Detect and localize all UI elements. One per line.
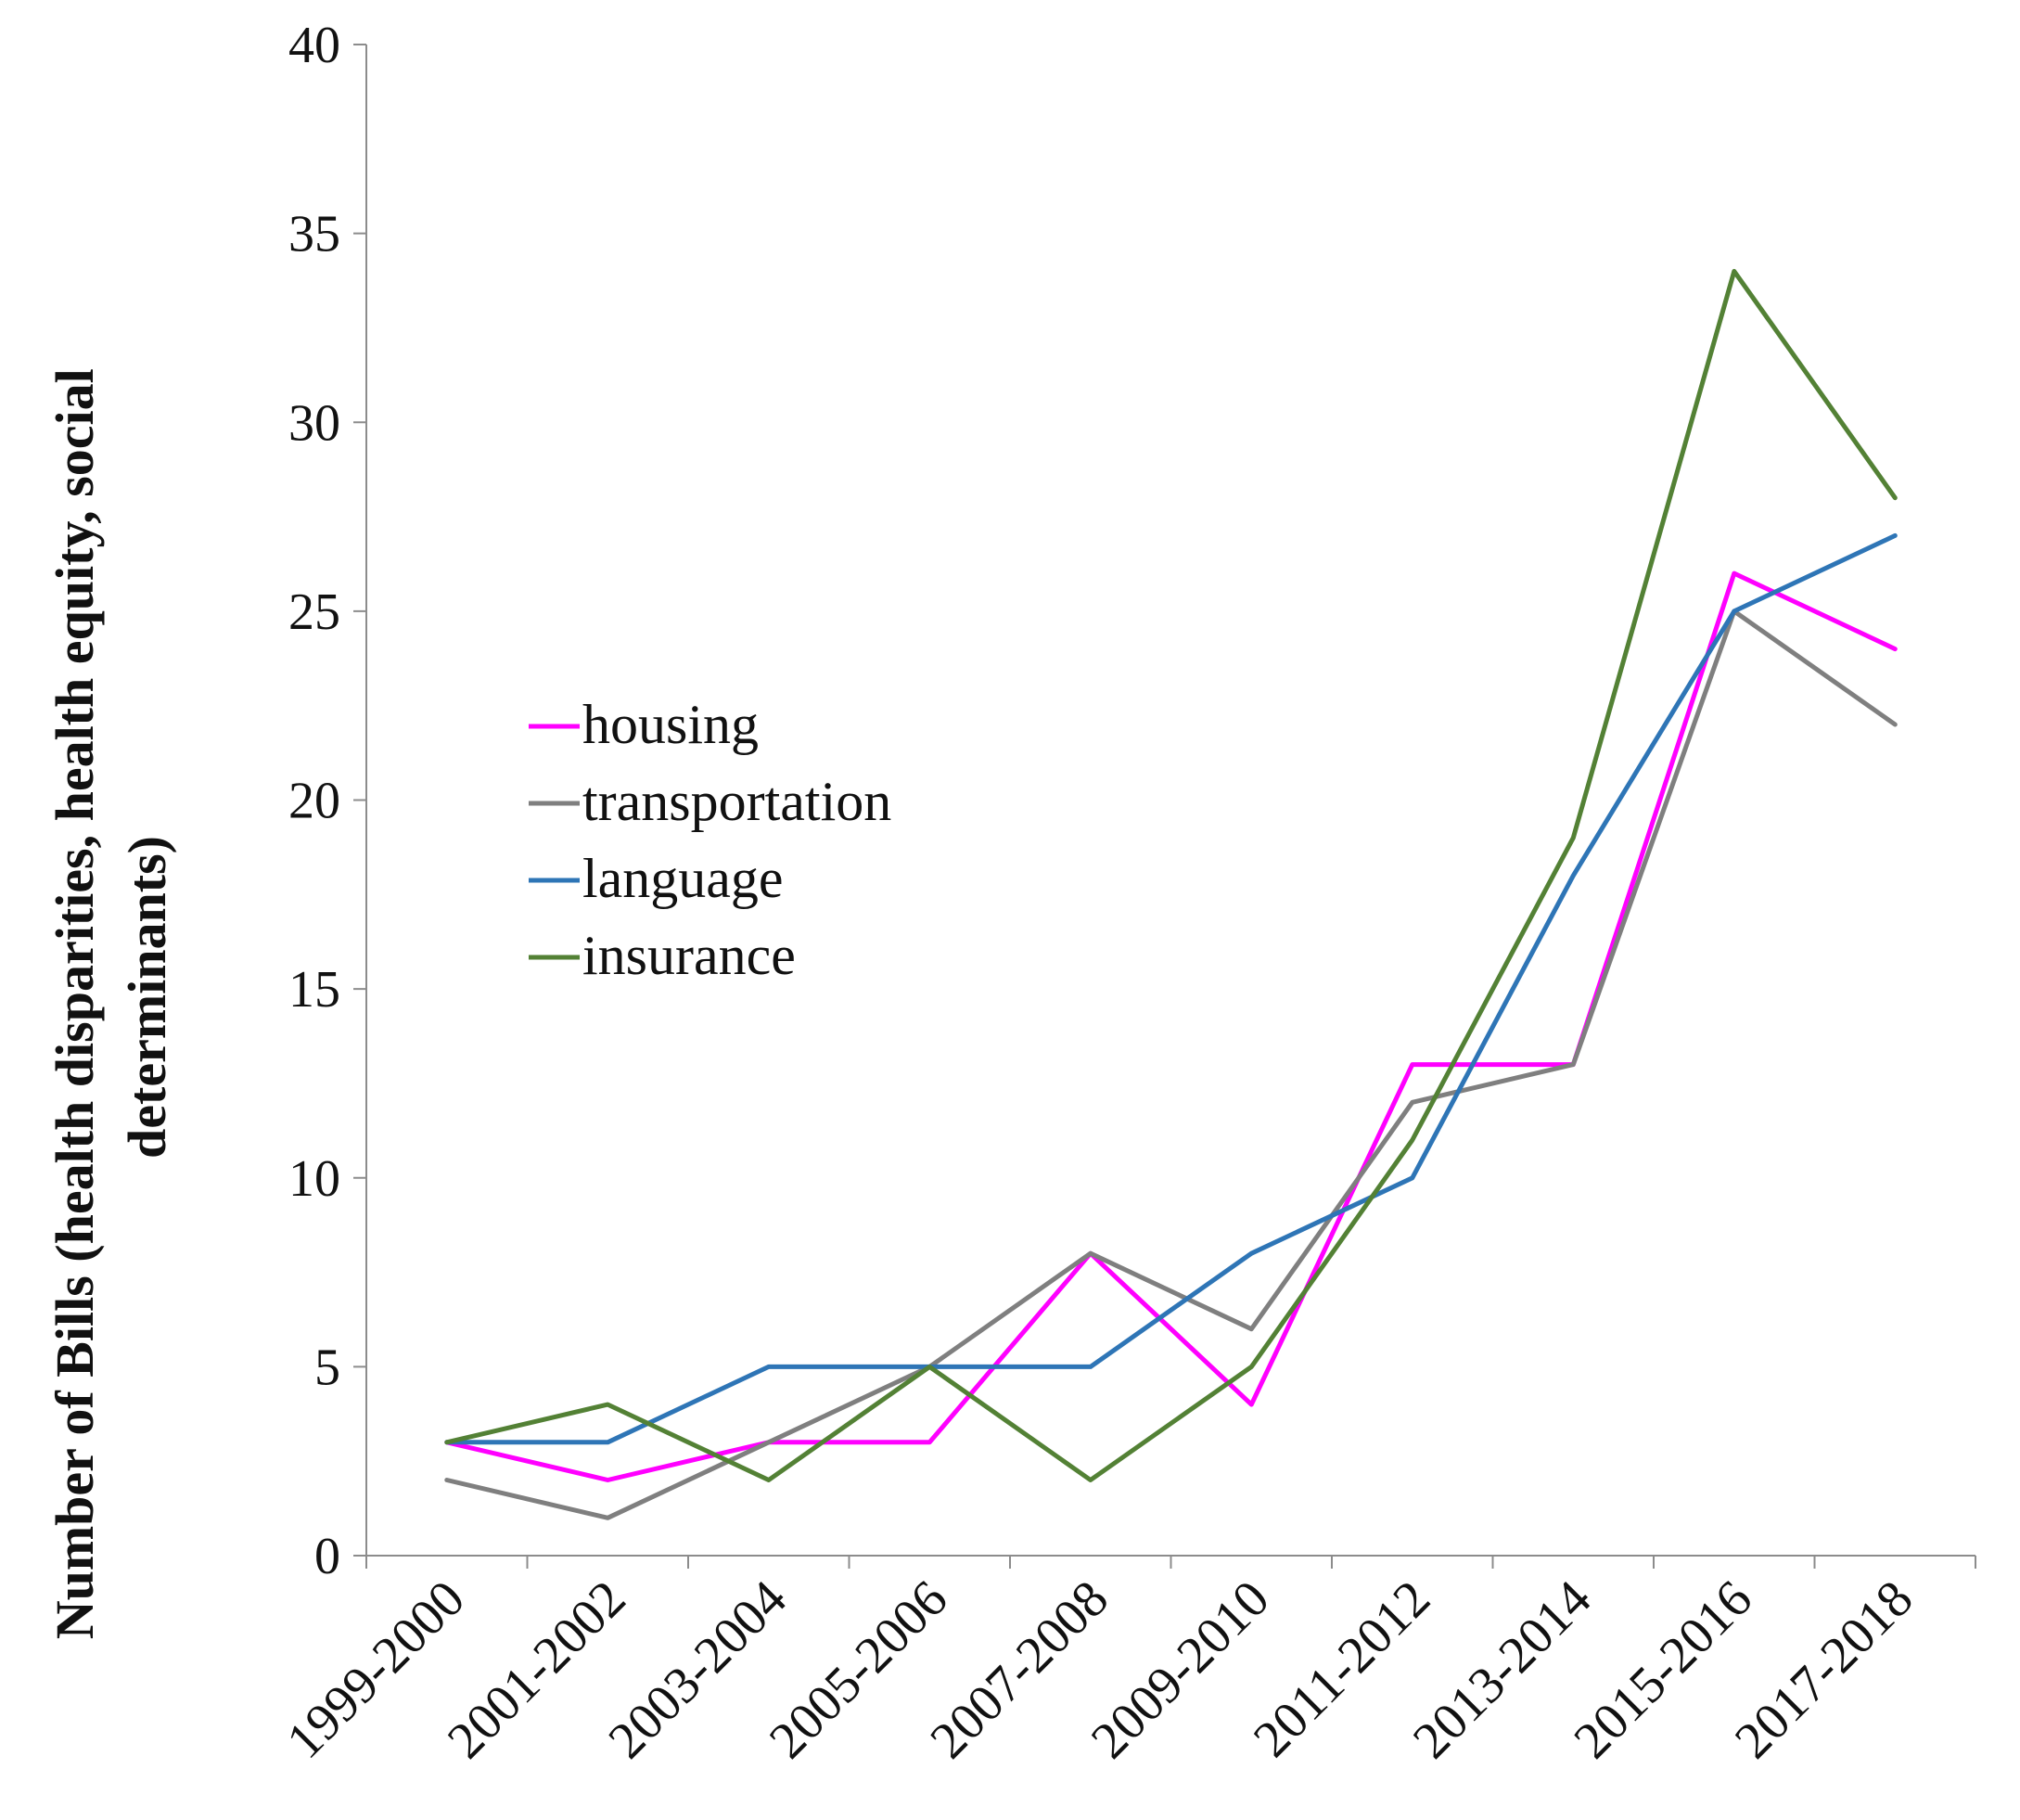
y-tick-label: 25: [288, 583, 340, 641]
legend-label-insurance: insurance: [582, 925, 796, 986]
series-line-transportation: [444, 609, 1898, 1520]
x-tick-label: 2005-2006: [759, 1570, 958, 1769]
x-tick-label: 2013-2014: [1402, 1570, 1602, 1769]
y-tick-label: 40: [288, 17, 340, 74]
axes: 0 5 10 15 20 25 30 35 40 1999-20002001-20022003-2…: [276, 17, 1976, 1770]
y-tick-label: 10: [288, 1150, 340, 1208]
y-tick-label: 5: [314, 1339, 340, 1396]
x-tick-label: 2007-2008: [920, 1570, 1119, 1769]
y-axis-title-line-1: Number of Bills (health disparities, hea…: [45, 368, 105, 1639]
y-tick-label: 20: [288, 773, 340, 830]
y-tick-label: 30: [288, 394, 340, 452]
series-line-insurance: [444, 268, 1898, 1482]
y-axis-title-line-2: determinants): [117, 836, 177, 1159]
series-line-language: [444, 532, 1898, 1445]
x-tick-label: 2003-2004: [598, 1570, 798, 1769]
legend: housing transportation language insurance: [529, 694, 891, 986]
legend-label-transportation: transportation: [582, 771, 891, 832]
x-tick-label: 1999-2000: [276, 1570, 476, 1769]
series-layer: [444, 268, 1898, 1520]
x-tick-label: 2015-2016: [1564, 1570, 1763, 1769]
legend-label-housing: housing: [582, 694, 759, 755]
y-axis-title: Number of Bills (health disparities, hea…: [45, 355, 177, 1640]
x-tick-label: 2001-2002: [437, 1570, 636, 1769]
series-line-housing: [444, 570, 1898, 1482]
y-tick-label: 15: [288, 961, 340, 1019]
x-tick-label: 2017-2018: [1724, 1570, 1924, 1769]
y-tick-label: 0: [314, 1528, 340, 1585]
x-tick-label: 2009-2010: [1080, 1570, 1280, 1769]
y-tick-label: 35: [288, 206, 340, 263]
legend-label-language: language: [582, 848, 784, 909]
